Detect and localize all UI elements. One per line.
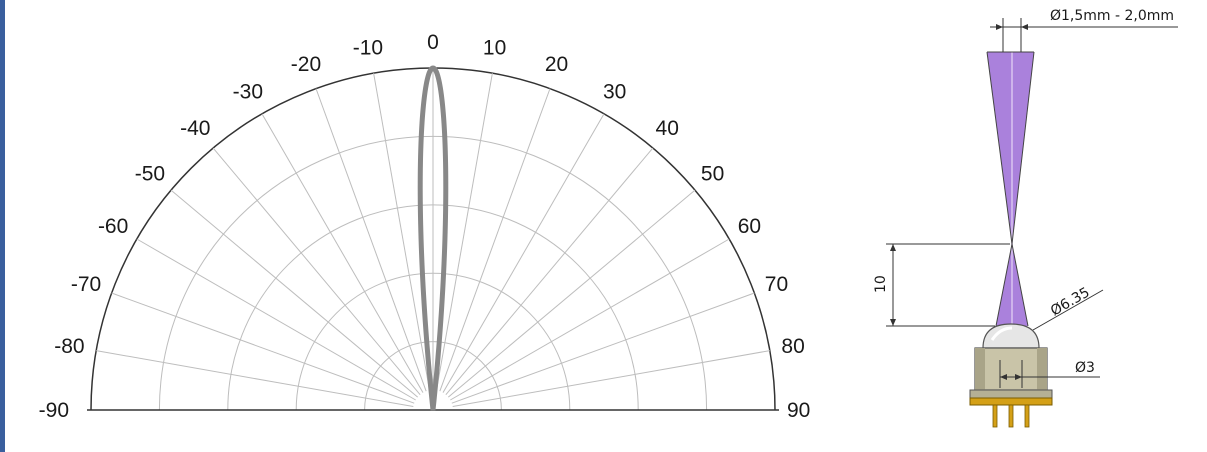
sensor-pin-1 (992, 404, 998, 428)
polar-spoke (452, 350, 770, 408)
angle-label: 70 (765, 273, 788, 296)
angle-label: -20 (291, 53, 321, 76)
lens-dome (982, 323, 1040, 349)
angle-label: 10 (483, 37, 506, 60)
polar-spoke (447, 189, 696, 398)
polar-spoke (450, 238, 730, 401)
polar-spoke (435, 73, 493, 391)
polar-spoke (451, 292, 755, 404)
angle-label: 80 (781, 335, 804, 358)
angle-label: 60 (738, 215, 761, 238)
polar-grid (87, 67, 779, 411)
angle-label: -10 (353, 37, 383, 60)
angle-label: -70 (71, 273, 101, 296)
polar-spoke (315, 88, 427, 392)
polar-spoke (136, 238, 416, 401)
sensor-can-body (974, 347, 1048, 391)
body-diameter-label: Ø3 (1075, 360, 1095, 376)
angle-label: 50 (701, 162, 724, 185)
polar-spoke (373, 73, 431, 391)
lens-dim-leader (1032, 289, 1104, 331)
angle-label: 90 (787, 399, 810, 422)
polar-spoke (96, 350, 414, 408)
beam-lobe (417, 65, 449, 411)
angle-label: -40 (180, 117, 210, 140)
sensor-flange (969, 389, 1053, 399)
angle-label: 20 (545, 53, 568, 76)
angle-label: 40 (656, 117, 679, 140)
angle-label: -90 (39, 399, 69, 422)
polar-spoke (442, 113, 605, 393)
polar-spoke (212, 147, 421, 396)
angle-label: -80 (54, 335, 84, 358)
beam-upper-cone (987, 52, 1034, 244)
polar-spoke (445, 147, 654, 396)
polar-spoke (439, 88, 551, 392)
top-diameter-label: Ø1,5mm - 2,0mm (1050, 8, 1174, 24)
angle-label: -30 (233, 80, 263, 103)
sensor-pin-3 (1024, 404, 1030, 428)
angle-labels: -90 -80 -70 -60 -50 -40 -30 -20 -10 0 10 20 30 40 50 60… (39, 31, 811, 422)
polar-beam-diagram: -90 -80 -70 -60 -50 -40 -30 -20 -10 0 10 20 30 40 50 60… (39, 31, 811, 422)
angle-label: -60 (98, 215, 128, 238)
polar-spoke (111, 292, 415, 404)
sensor-pin-2 (1008, 404, 1014, 428)
angle-label: -50 (135, 162, 165, 185)
angle-label: 0 (427, 31, 439, 54)
focus-distance-label: 10 (873, 275, 889, 293)
polar-spoke (261, 113, 424, 393)
left-frame-border (0, 0, 5, 452)
polar-spoke (170, 189, 419, 398)
lens-diameter-label: Ø6.35 (1048, 285, 1093, 320)
sensor-base (969, 397, 1053, 406)
angle-label: 30 (603, 80, 626, 103)
